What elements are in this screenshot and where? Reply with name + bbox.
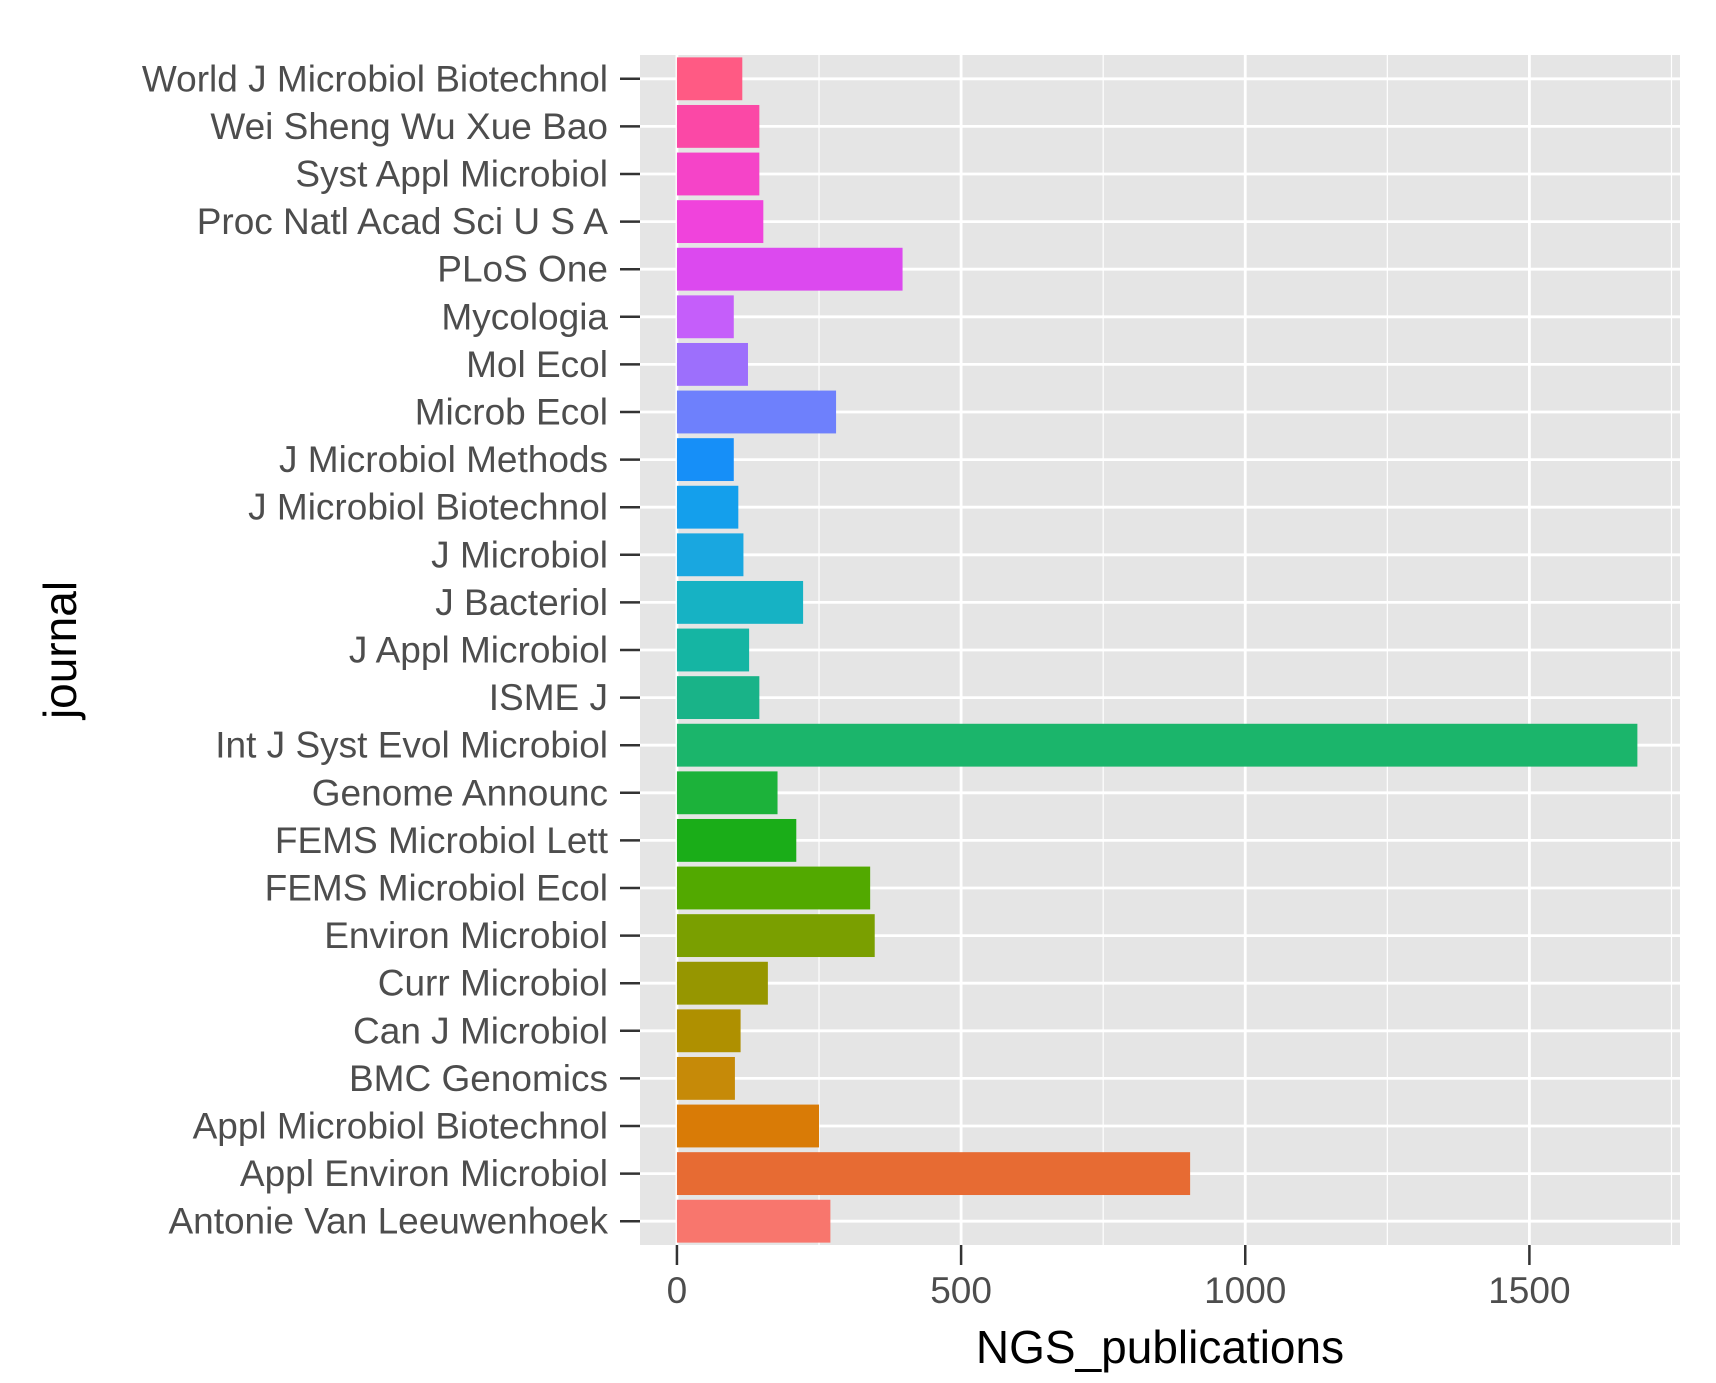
- bar: [676, 961, 768, 1005]
- y-tick-label: Appl Microbiol Biotechnol: [193, 1106, 608, 1147]
- x-tick-label: 0: [667, 1270, 688, 1311]
- bar: [676, 104, 760, 148]
- bar: [676, 152, 760, 196]
- bar: [676, 247, 903, 291]
- bar: [676, 533, 744, 577]
- y-tick-label: FEMS Microbiol Ecol: [265, 868, 608, 909]
- bar: [676, 914, 875, 958]
- y-tick-label: BMC Genomics: [349, 1058, 608, 1099]
- y-tick-label: J Microbiol: [431, 534, 608, 575]
- x-tick-label: 500: [930, 1270, 992, 1311]
- bar: [676, 438, 734, 482]
- x-tick-label: 1500: [1488, 1270, 1570, 1311]
- x-axis-title: NGS_publications: [976, 1321, 1344, 1373]
- bar: [676, 580, 804, 624]
- y-tick-label: Can J Microbiol: [353, 1010, 608, 1051]
- bar: [676, 1056, 735, 1100]
- bar: [676, 342, 748, 386]
- y-tick-label: ISME J: [489, 677, 608, 718]
- y-tick-label: Environ Microbiol: [324, 915, 608, 956]
- y-tick-label: Antonie Van Leeuwenhoek: [168, 1201, 608, 1242]
- y-tick-label: J Microbiol Methods: [279, 439, 608, 480]
- bar: [676, 295, 734, 339]
- y-tick-label: FEMS Microbiol Lett: [275, 820, 609, 861]
- bar: [676, 1199, 831, 1243]
- y-tick-label: J Bacteriol: [435, 582, 608, 623]
- bar: [676, 723, 1638, 767]
- y-tick-label: Microb Ecol: [415, 392, 608, 433]
- bar: [676, 1104, 820, 1148]
- bar: [676, 200, 764, 244]
- y-tick-label: J Microbiol Biotechnol: [248, 487, 608, 528]
- y-tick-label: PLoS One: [437, 249, 608, 290]
- bar: [676, 485, 739, 529]
- y-tick-label: Syst Appl Microbiol: [295, 154, 608, 195]
- bar: [676, 771, 778, 815]
- y-tick-label: J Appl Microbiol: [349, 630, 608, 671]
- bar: [676, 1009, 741, 1053]
- bar: [676, 390, 837, 434]
- y-tick-label: Mol Ecol: [466, 344, 608, 385]
- y-tick-label: Proc Natl Acad Sci U S A: [197, 201, 609, 242]
- y-tick-label: Wei Sheng Wu Xue Bao: [210, 106, 608, 147]
- y-tick-label: World J Microbiol Biotechnol: [142, 58, 608, 99]
- bar: [676, 57, 743, 101]
- y-tick-label: Mycologia: [441, 296, 608, 337]
- y-tick-label: Int J Syst Evol Microbiol: [215, 725, 608, 766]
- y-tick-label: Curr Microbiol: [378, 963, 608, 1004]
- y-tick-label: Appl Environ Microbiol: [240, 1153, 608, 1194]
- bar: [676, 818, 797, 862]
- x-tick-label: 1000: [1204, 1270, 1286, 1311]
- bar: [676, 628, 750, 672]
- bar: [676, 1152, 1191, 1196]
- y-axis-title: journal: [34, 581, 86, 721]
- y-tick-label: Genome Announc: [312, 772, 608, 813]
- bar: [676, 676, 760, 720]
- bar: [676, 866, 871, 910]
